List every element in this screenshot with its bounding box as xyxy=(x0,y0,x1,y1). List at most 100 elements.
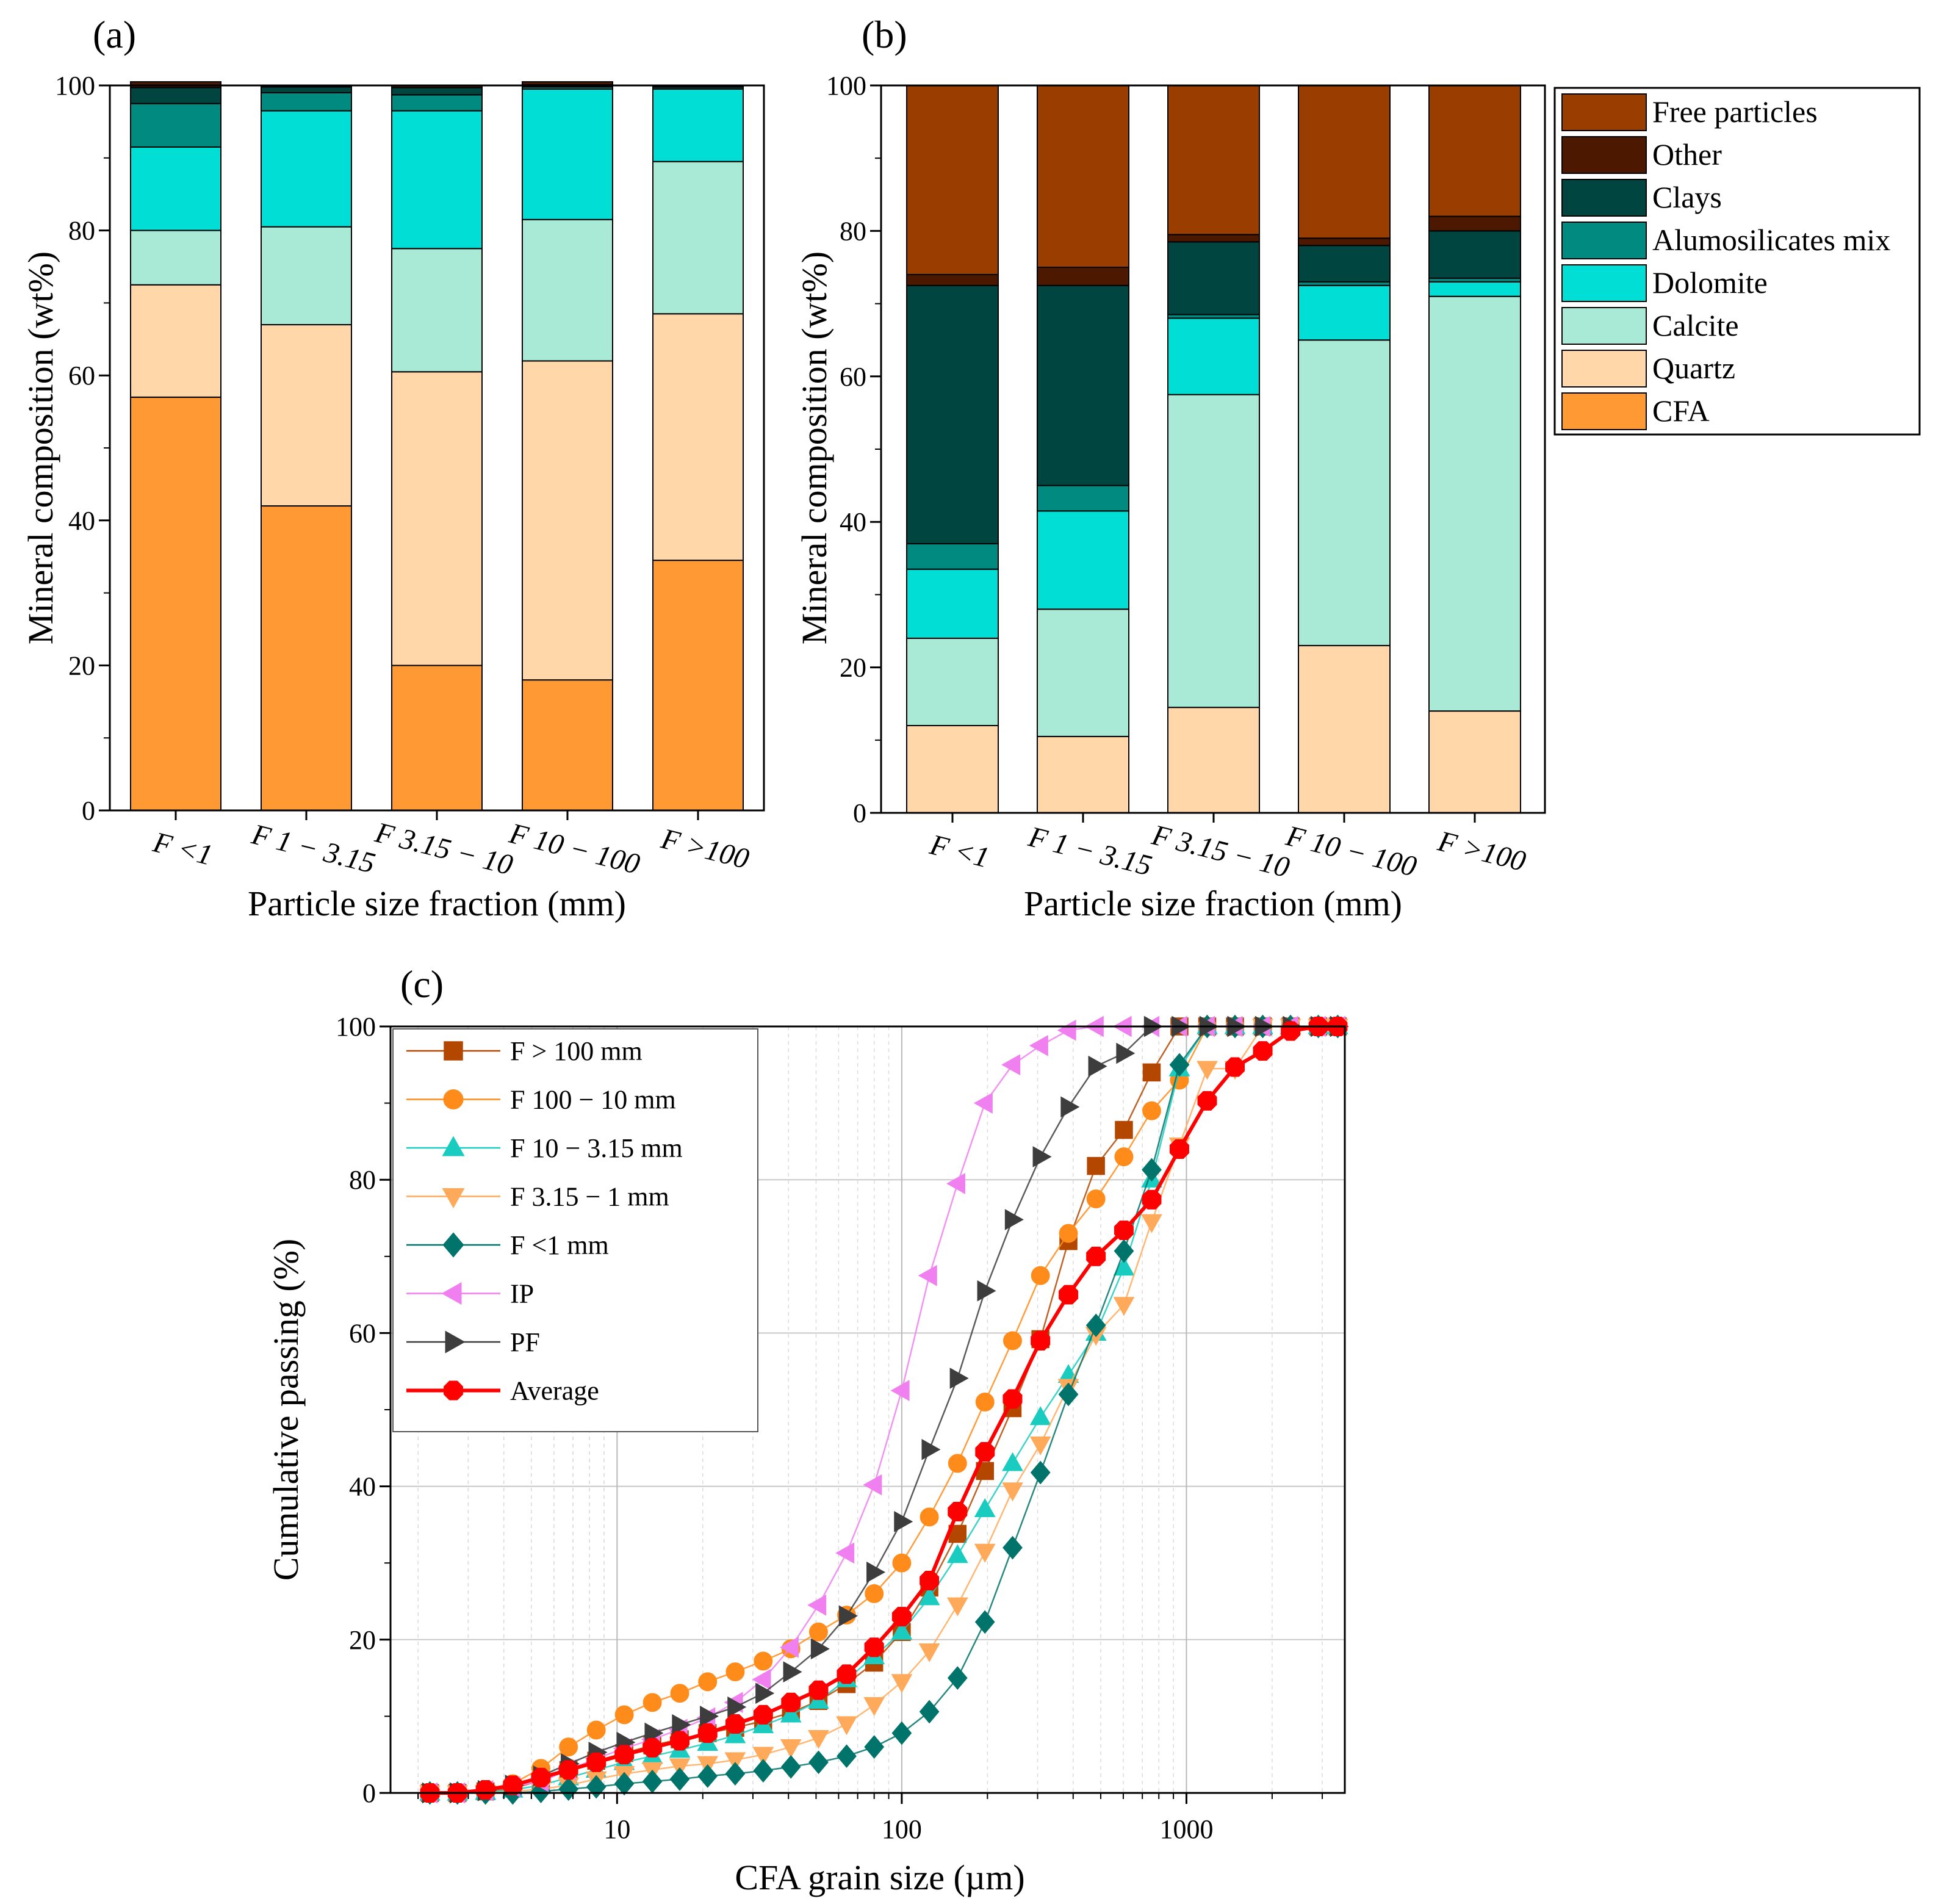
data-point-average xyxy=(670,1731,690,1751)
legend-marker-f-100-10-mm xyxy=(443,1089,464,1109)
x-category-label: F 1 − 3.15 xyxy=(248,818,378,879)
x-tick-label: 10 xyxy=(603,1814,630,1844)
data-point-f-10-3-15-mm xyxy=(918,1586,940,1606)
bar-segment-clays-2 xyxy=(261,86,352,93)
data-point-pf xyxy=(894,1511,913,1532)
bar-segment-other-3 xyxy=(1167,234,1260,243)
y-tick-label: 40 xyxy=(349,1472,376,1502)
data-point-f-1-mm xyxy=(919,1700,940,1724)
bar-segment-other-4 xyxy=(1298,237,1391,247)
bar-segment-clays-1 xyxy=(130,87,221,104)
data-point-f-10-3-15-mm xyxy=(1002,1452,1023,1471)
data-point-f-3-15-1-mm xyxy=(1141,1214,1162,1233)
panel-c-label: (c) xyxy=(400,962,444,1006)
legend-marker-f-10-3-15-mm xyxy=(442,1136,465,1156)
data-point-f-1-mm xyxy=(1114,1239,1134,1263)
bar-segment-quartz-2 xyxy=(261,324,352,507)
data-point-f-3-15-1-mm xyxy=(1002,1482,1023,1502)
bar-segment-cfa-3 xyxy=(391,665,483,812)
y-tick-label: 100 xyxy=(336,1012,376,1042)
series-line-f-1-mm xyxy=(430,1025,1338,1794)
data-point-f-1-mm xyxy=(974,1610,995,1634)
data-point-f-100-10-mm xyxy=(1086,1189,1106,1209)
panel-a-label: (a) xyxy=(93,13,136,56)
bar-segment-dolomite-2 xyxy=(1037,510,1129,610)
x-category-label: F <1 xyxy=(149,826,216,871)
panel-a-bar-chart: (a) 0 20 40 60 80 100 F <1 F 1 − 3.15F 3.15 − … xyxy=(21,13,765,923)
data-point-ip xyxy=(779,1637,799,1658)
data-point-average xyxy=(503,1775,523,1795)
data-point-average xyxy=(1002,1389,1023,1409)
data-point-f-10-3-15-mm xyxy=(1029,1406,1051,1426)
data-point-f-100-mm xyxy=(1142,1063,1161,1082)
series-average xyxy=(420,1017,1348,1803)
data-point-pf xyxy=(949,1368,969,1389)
data-point-ip xyxy=(973,1092,993,1114)
data-point-f-3-15-1-mm xyxy=(863,1697,885,1716)
data-point-average xyxy=(1253,1041,1273,1061)
data-point-pf xyxy=(700,1706,719,1727)
data-point-average xyxy=(1197,1091,1217,1111)
bar-segment-free-particles-3 xyxy=(1167,85,1260,236)
data-point-f-3-15-1-mm xyxy=(891,1674,913,1693)
data-point-average xyxy=(920,1571,940,1591)
data-point-f-1-mm xyxy=(780,1754,801,1779)
data-point-f-100-10-mm xyxy=(1003,1331,1022,1350)
data-point-f-3-15-1-mm xyxy=(808,1729,829,1749)
legend-label-dolomite: Dolomite xyxy=(1652,265,1768,300)
bar-segment-dolomite-3 xyxy=(391,110,483,250)
bar-segment-quartz-1 xyxy=(130,284,221,398)
legend-swatch-calcite xyxy=(1561,307,1647,345)
bar-segment-quartz-1 xyxy=(906,724,999,813)
bar-segment-calcite-4 xyxy=(522,218,613,362)
data-point-pf xyxy=(977,1280,996,1302)
data-point-average xyxy=(864,1637,884,1657)
bar-segment-quartz-3 xyxy=(391,371,483,666)
panel-c-y-axis-title: Cumulative passing (%) xyxy=(266,1239,306,1581)
data-point-f-100-10-mm xyxy=(809,1622,828,1642)
legend-label-f-100-mm: F > 100 mm xyxy=(510,1036,643,1066)
data-point-ip xyxy=(890,1380,910,1401)
data-point-ip xyxy=(1057,1019,1076,1041)
data-point-pf xyxy=(866,1561,886,1583)
data-point-f-1-mm xyxy=(864,1735,885,1759)
data-point-f-3-15-1-mm xyxy=(1029,1436,1051,1455)
data-point-average xyxy=(1142,1189,1162,1210)
data-point-f-1-mm xyxy=(697,1764,718,1788)
data-point-pf xyxy=(755,1682,775,1704)
bar-segment-quartz-4 xyxy=(522,360,613,681)
y-tick-label: 0 xyxy=(82,796,95,826)
data-point-f-100-10-mm xyxy=(643,1693,662,1712)
data-point-average xyxy=(1031,1330,1051,1350)
legend-label-cfa: CFA xyxy=(1652,394,1710,428)
data-point-average xyxy=(1225,1057,1245,1077)
data-point-pf xyxy=(727,1696,747,1718)
legend-label-average: Average xyxy=(510,1376,599,1406)
data-point-average xyxy=(948,1502,968,1522)
data-point-pf xyxy=(1060,1096,1080,1118)
data-point-f-1-mm xyxy=(1058,1382,1079,1407)
data-point-f-3-15-1-mm xyxy=(1197,1061,1218,1080)
data-point-f-100-10-mm xyxy=(865,1584,884,1603)
x-category-label: F 3.15 − 10 xyxy=(1148,818,1293,884)
data-point-average xyxy=(725,1714,745,1734)
bar-segment-quartz-5 xyxy=(1428,710,1521,813)
data-point-pf xyxy=(1116,1042,1136,1064)
x-category-label: F >100 xyxy=(1434,824,1529,878)
data-point-average xyxy=(586,1752,607,1772)
legend-swatch-other xyxy=(1561,136,1647,174)
y-tick-label: 100 xyxy=(55,71,95,101)
legend-swatch-dolomite xyxy=(1561,264,1647,302)
data-point-average xyxy=(975,1442,995,1462)
data-point-f-100-10-mm xyxy=(614,1705,634,1725)
legend-swatch-alumosilicates-mix xyxy=(1561,222,1647,259)
data-point-f-3-15-1-mm xyxy=(836,1716,857,1736)
x-category-label: F >100 xyxy=(658,822,752,875)
data-point-f-1-mm xyxy=(1030,1460,1051,1485)
legend-marker-f-3-15-1-mm xyxy=(442,1188,465,1209)
bar-segment-dolomite-5 xyxy=(652,88,744,162)
y-tick-label: 0 xyxy=(362,1778,376,1808)
bar-segment-calcite-2 xyxy=(1037,608,1129,737)
bar-segment-free-particles-4 xyxy=(1298,85,1391,239)
data-point-f-100-10-mm xyxy=(1059,1224,1078,1243)
